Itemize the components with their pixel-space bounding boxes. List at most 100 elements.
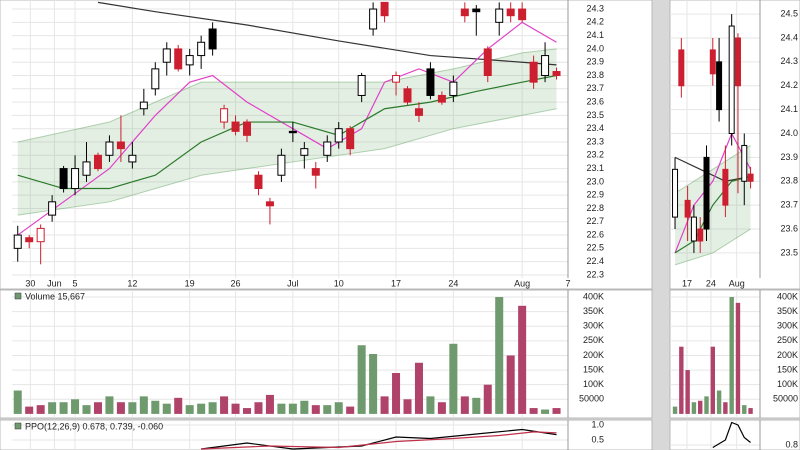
- y-tick-label: 23.5: [780, 247, 798, 257]
- y-tick-label: 23.0: [586, 176, 604, 186]
- candle-body: [734, 37, 741, 87]
- volume-bar: [369, 354, 378, 414]
- candle-body: [231, 121, 240, 132]
- volume-bar: [698, 400, 703, 414]
- candle-body: [139, 101, 148, 110]
- candle-body: [460, 8, 469, 17]
- x-tick-label: 19: [185, 278, 195, 288]
- volume-bar: [742, 405, 747, 414]
- candle-body: [690, 216, 697, 242]
- y-tick-label: 1.0: [591, 419, 604, 429]
- y-tick-label: 23.2: [586, 150, 604, 160]
- x-tick-label: 12: [127, 278, 137, 288]
- y-tick-label: 24.2: [586, 17, 604, 27]
- y-tick-label: 24.0: [780, 128, 798, 138]
- x-tick-label: 30: [25, 278, 35, 288]
- candle-body: [449, 81, 458, 96]
- band-lower: [17, 108, 557, 216]
- volume-bar: [323, 405, 332, 414]
- candle-body: [414, 108, 423, 116]
- volume-bar: [460, 396, 469, 414]
- volume-bar: [242, 408, 252, 414]
- volume-bar: [36, 405, 45, 414]
- volume-bar: [679, 346, 684, 414]
- volume-bar: [151, 400, 160, 414]
- volume-bar: [748, 408, 753, 414]
- candle-body: [220, 108, 229, 123]
- candle-body: [128, 154, 137, 163]
- volume-bar: [495, 297, 504, 414]
- volume-bar: [346, 406, 355, 414]
- y-tick-label: 100K: [777, 379, 798, 389]
- y-tick-label: 24.3: [780, 56, 798, 66]
- x-tick-label: Aug: [729, 278, 745, 288]
- x-tick-label: Jul: [287, 278, 299, 288]
- volume-bar: [506, 355, 515, 414]
- candle-body: [151, 68, 160, 90]
- volume-bar: [220, 396, 229, 414]
- candle-body: [346, 128, 355, 150]
- plot: [670, 420, 760, 450]
- volume-bar: [334, 402, 343, 414]
- y-tick-label: 250K: [583, 335, 604, 345]
- volume-bar: [392, 372, 401, 414]
- x-tick-label: 5: [73, 278, 78, 288]
- volume-bar: [185, 405, 194, 414]
- volume-bar: [672, 406, 678, 414]
- candle-body: [483, 48, 492, 77]
- volume-bar: [105, 396, 114, 414]
- y-tick-label: 200K: [777, 350, 798, 360]
- volume-bar: [541, 409, 550, 414]
- y-tick-label: 23.3: [586, 136, 604, 146]
- plot: [670, 290, 760, 418]
- candle-body: [506, 8, 515, 17]
- y-tick-label: 22.8: [586, 203, 604, 213]
- candle-body: [265, 201, 274, 207]
- y-tick-label: 350K: [777, 306, 798, 316]
- panel-title: PPO(12,26,9) 0.678, 0.739, -0.060: [25, 421, 163, 431]
- y-tick-label: 24.0: [586, 43, 604, 53]
- band-fill: [17, 48, 557, 216]
- plot: [670, 0, 760, 278]
- title-icon: [14, 422, 22, 430]
- volume-bar: [139, 396, 148, 414]
- volume-bar: [357, 345, 366, 414]
- x-tick-label: 24: [706, 278, 716, 288]
- y-tick-label: 200K: [583, 350, 604, 360]
- candle-body: [403, 88, 412, 103]
- volume-bar: [691, 402, 697, 414]
- candle-body: [426, 68, 435, 96]
- y-tick-label: 400K: [777, 291, 798, 301]
- y-tick-label: 300K: [583, 321, 604, 331]
- band-lower: [674, 228, 751, 266]
- volume-bar: [426, 396, 435, 414]
- candle-body: [495, 8, 504, 23]
- candle-body: [380, 1, 389, 17]
- x-tick-label: 17: [682, 278, 692, 288]
- y-tick-label: 23.9: [780, 152, 798, 162]
- panel-title: Volume 15,667: [25, 291, 85, 301]
- volume-bar: [254, 402, 263, 414]
- x-tick-label: Jun: [47, 278, 62, 288]
- candle-body: [116, 141, 125, 150]
- candle-body: [311, 168, 320, 176]
- candle-body: [684, 199, 691, 218]
- volume-bar: [716, 390, 722, 414]
- plot: [12, 420, 568, 450]
- plot: [12, 0, 568, 278]
- volume-bar: [25, 406, 34, 414]
- volume-bar: [414, 362, 423, 414]
- x-tick-label: 17: [391, 278, 401, 288]
- volume-bar: [710, 346, 715, 414]
- volume-bar: [472, 397, 481, 414]
- volume-bar: [82, 405, 91, 414]
- volume-bar: [403, 399, 412, 414]
- y-tick-label: 50000: [579, 394, 604, 404]
- candle-body: [741, 144, 748, 182]
- volume-bar: [449, 343, 458, 414]
- indicator-line: [201, 431, 557, 450]
- candle-body: [105, 141, 114, 156]
- y-tick-label: 400K: [583, 291, 604, 301]
- title-icon: [14, 292, 22, 300]
